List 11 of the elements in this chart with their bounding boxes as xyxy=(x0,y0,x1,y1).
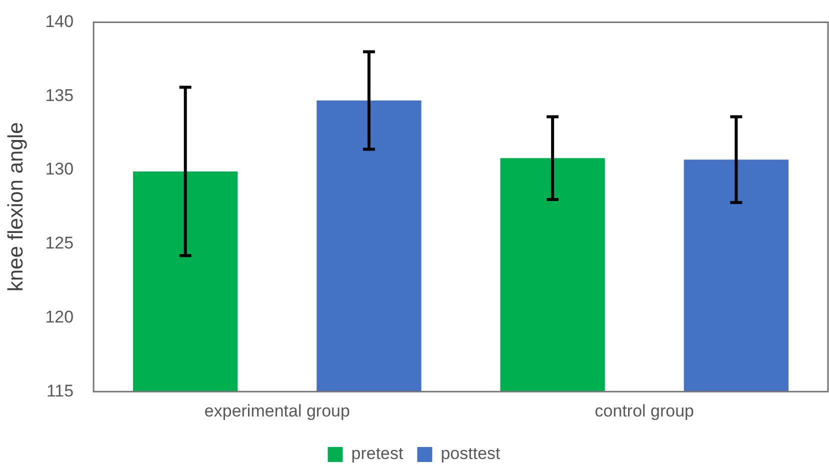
y-tick-label: 130 xyxy=(45,160,74,179)
y-tick-label: 135 xyxy=(45,86,74,105)
y-tick-label: 140 xyxy=(45,12,74,31)
y-axis-title: knee flexion angle xyxy=(4,122,28,292)
x-tick-label: experimental group xyxy=(204,401,350,420)
y-tick-label: 125 xyxy=(45,234,74,253)
y-tick-label: 120 xyxy=(45,307,74,326)
legend-label: posttest xyxy=(440,444,501,464)
legend-label: pretest xyxy=(351,444,404,464)
x-tick-label: control group xyxy=(594,401,694,420)
y-tick-label: 115 xyxy=(46,381,74,400)
